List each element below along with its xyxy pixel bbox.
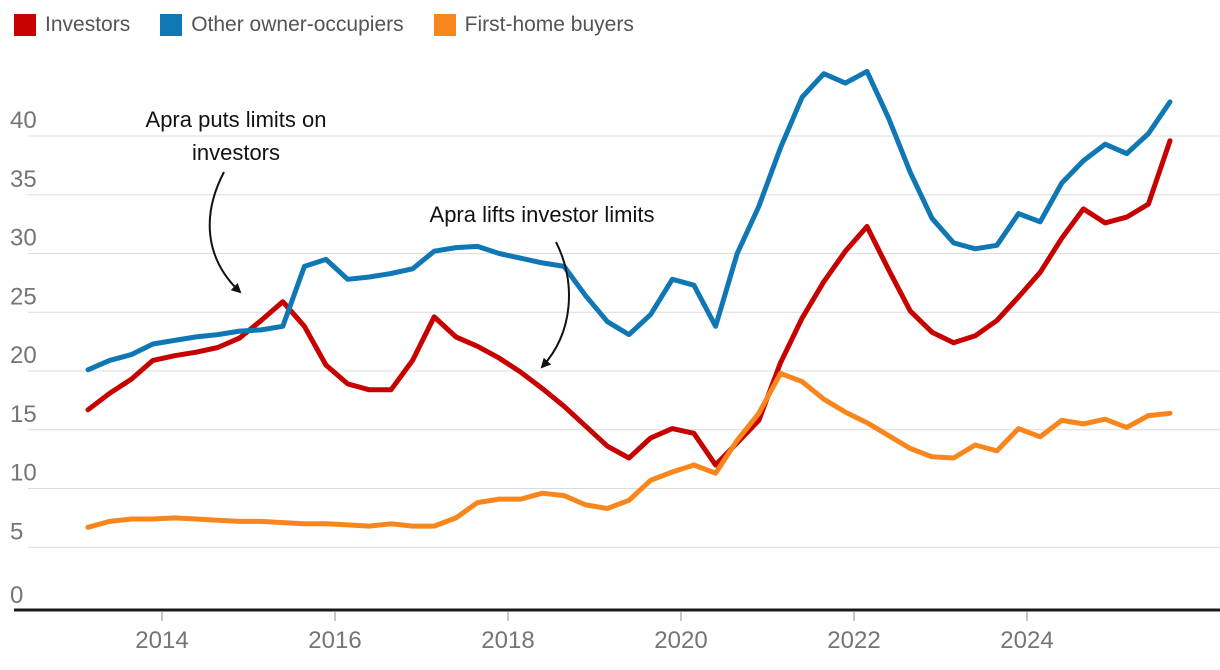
x-axis-label-2024: 2024 (1000, 627, 1053, 654)
legend-item-investors: Investors (14, 14, 130, 36)
legend-label-other-owner-occupiers: Other owner-occupiers (191, 13, 404, 36)
x-axis-label-2018: 2018 (481, 627, 534, 654)
annotation-arrow-2 (540, 241, 570, 369)
x-axis-label-2022: 2022 (827, 627, 880, 654)
legend-swatch-other-owner-occupiers-icon (160, 14, 183, 36)
y-axis-label-30: 30 (10, 225, 37, 252)
x-axis-label-2016: 2016 (308, 627, 361, 654)
series-line-other-owner-occupiers (85, 68, 1173, 373)
y-axis-label-10: 10 (10, 460, 37, 487)
x-axis-label-2014: 2014 (135, 627, 188, 654)
y-axis-label-5: 5 (10, 518, 23, 545)
y-axis-label-20: 20 (10, 342, 37, 369)
annotation-arrow-1 (208, 171, 242, 294)
legend-swatch-first-home-buyers-icon (433, 14, 456, 36)
annotation-text-2: Apra lifts investor limits (430, 202, 655, 227)
legend-item-first-home-buyers: First-home buyers (433, 13, 634, 36)
legend-label-investors: Investors (45, 13, 131, 36)
legend-swatch-investors-icon (14, 14, 36, 36)
annotation-text-1: Apra puts limits on (146, 107, 327, 132)
y-axis-label-40: 40 (10, 107, 37, 134)
y-axis-label-0: 0 (10, 582, 23, 609)
legend-label-first-home-buyers: First-home buyers (464, 13, 634, 36)
x-axis-label-2020: 2020 (654, 627, 707, 654)
y-axis-label-15: 15 (10, 401, 37, 428)
legend-item-other-owner-occupiers: Other owner-occupiers (160, 13, 404, 36)
chart-legend: Investors Other owner-occupiers First-ho… (14, 14, 634, 36)
annotation-text-1: investors (192, 140, 280, 165)
series-line-investors (85, 138, 1173, 468)
y-axis-label-35: 35 (10, 166, 37, 193)
series-line-first-home-buyers (85, 370, 1173, 530)
y-axis-label-25: 25 (10, 283, 37, 310)
